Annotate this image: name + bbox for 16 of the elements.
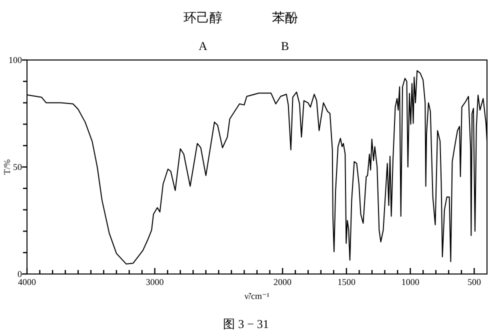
text: B: [280, 39, 290, 53]
x-tick-label: 3000: [146, 277, 164, 287]
text: 苯酚: [272, 10, 298, 25]
x-tick-label: 500: [467, 277, 482, 287]
y-tick-label: 100: [8, 55, 22, 65]
x-axis-title: ν̃/cm⁻¹: [244, 291, 270, 301]
caption: 图 3 − 31: [223, 317, 269, 331]
x-tick-label: 4000: [18, 277, 36, 287]
text: A: [198, 39, 208, 53]
y-tick-label: 0: [18, 269, 22, 279]
text: 环己醇: [184, 10, 222, 25]
x-tick-label: 1000: [401, 277, 420, 287]
x-tick-label: 1500: [337, 277, 356, 287]
x-tick-label: 2000: [274, 277, 292, 287]
y-axis-title: T/%: [2, 158, 12, 175]
y-tick-label: 50: [13, 162, 22, 172]
